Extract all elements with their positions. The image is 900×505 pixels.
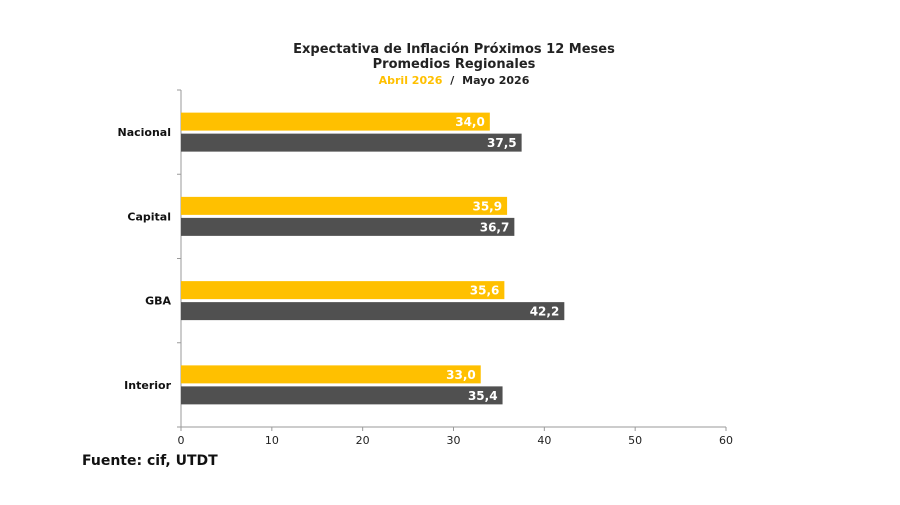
x-tick-label: 10: [265, 434, 279, 447]
bar: [181, 386, 503, 405]
data-label: 35,4: [468, 389, 498, 403]
source-note: Fuente: cif, UTDT: [82, 453, 218, 469]
x-tick-label: 60: [719, 434, 733, 447]
plot-area: 0 10 20 30 40 50 60 Nacional 34,037,5 Capital 35,9…: [117, 89, 733, 447]
legend-separator: /: [450, 74, 455, 87]
data-label: 37,5: [487, 136, 517, 150]
data-label: 35,9: [472, 199, 502, 213]
category-label: Capital: [127, 210, 171, 223]
x-tick-label: 0: [178, 434, 185, 447]
bar: [181, 281, 505, 300]
bar: [181, 365, 481, 384]
data-label: 42,2: [530, 305, 560, 319]
legend-series-2: Mayo 2026: [462, 74, 530, 87]
data-label: 36,7: [480, 220, 510, 234]
legend-line: Abril 2026 / Mayo 2026: [379, 74, 530, 87]
category-label: GBA: [145, 295, 171, 308]
data-label: 35,6: [470, 284, 500, 298]
bar: [181, 196, 508, 215]
chart-title: Expectativa de Inflación Próximos 12 Mes…: [293, 42, 615, 57]
legend-series-1: Abril 2026: [379, 74, 443, 87]
bar: [181, 133, 522, 152]
x-tick-label: 50: [628, 434, 642, 447]
data-label: 34,0: [455, 115, 485, 129]
bar: [181, 112, 490, 131]
category-label: Nacional: [117, 126, 171, 139]
source-org: cif: [146, 453, 166, 469]
x-tick-label: 40: [537, 434, 551, 447]
category-label: Interior: [124, 379, 171, 392]
x-tick-label: 20: [356, 434, 370, 447]
bar: [181, 302, 565, 321]
data-label: 33,0: [446, 368, 476, 382]
x-tick-label: 30: [447, 434, 461, 447]
chart-subtitle: Promedios Regionales: [373, 57, 536, 72]
source-prefix: Fuente:: [82, 453, 147, 469]
source-suffix: , UTDT: [165, 453, 218, 469]
bar: [181, 217, 515, 236]
